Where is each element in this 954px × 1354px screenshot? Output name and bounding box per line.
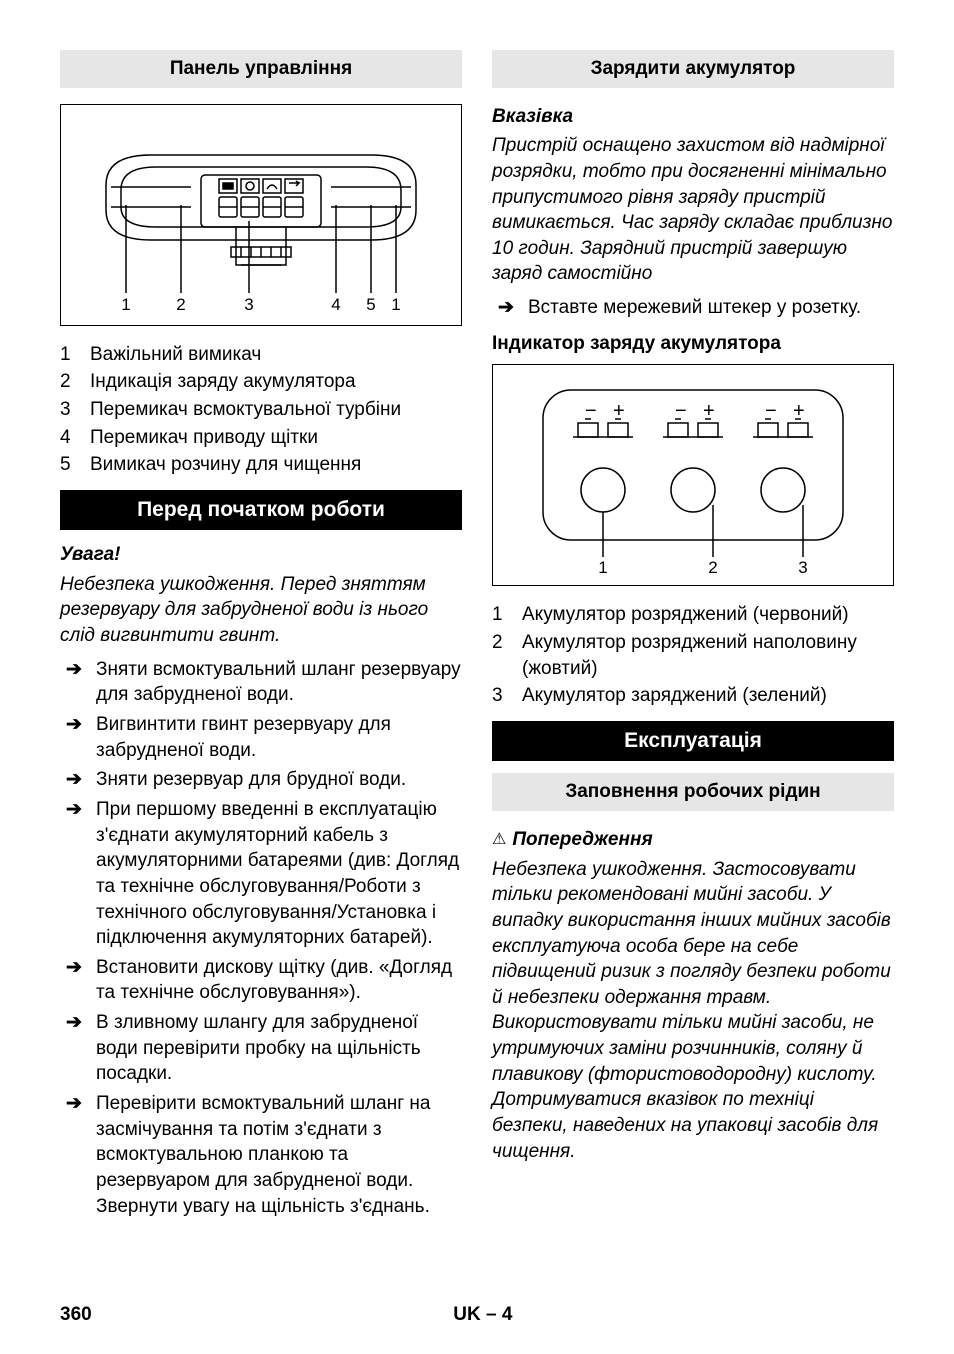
arrow-icon: ➔ [66, 657, 86, 708]
hint-label: Вказівка [492, 104, 894, 130]
warning-icon: ⚠ [492, 829, 506, 851]
legend-item: 2Індикація заряду акумулятора [60, 369, 462, 395]
page-footer: 360 UK – 4 [60, 1302, 894, 1328]
svg-text:3: 3 [798, 558, 807, 575]
svg-text:5: 5 [366, 295, 375, 314]
attention-text: Небезпека ушкодження. Перед зняттям резе… [60, 572, 462, 649]
control-panel-diagram: 1 2 3 4 5 1 [60, 104, 462, 326]
attention-label: Увага! [60, 542, 462, 568]
arrow-icon: ➔ [66, 1010, 86, 1087]
arrow-icon: ➔ [66, 797, 86, 951]
charge-header: Зарядити акумулятор [492, 50, 894, 88]
operation-header: Експлуатація [492, 721, 894, 761]
charge-step: ➔Вставте мережевий штекер у розетку. [492, 295, 894, 321]
legend-item: 2Акумулятор розряджений наполовину (жовт… [492, 630, 894, 681]
indicator-diagram: − + − + − + [492, 364, 894, 586]
arrow-icon: ➔ [66, 955, 86, 1006]
page-number: 360 [60, 1302, 92, 1328]
legend-item: 1Важільний вимикач [60, 342, 462, 368]
arrow-icon: ➔ [66, 1091, 86, 1219]
warning-text: Небезпека ушкодження. Застосовувати тіль… [492, 857, 894, 1165]
hint-text: Пристрій оснащено захистом від надмірної… [492, 133, 894, 287]
control-panel-svg: 1 2 3 4 5 1 [81, 115, 441, 315]
arrow-icon: ➔ [66, 712, 86, 763]
step-item: ➔В зливному шлангу для забрудненої води … [60, 1010, 462, 1087]
step-item: ➔При першому введенні в експлуатацію з'є… [60, 797, 462, 951]
legend-item: 1Акумулятор розряджений (червоний) [492, 602, 894, 628]
before-steps: ➔Зняти всмоктувальний шланг резервуару д… [60, 657, 462, 1219]
panel-header: Панель управління [60, 50, 462, 88]
svg-text:1: 1 [391, 295, 400, 314]
arrow-icon: ➔ [498, 295, 518, 321]
legend-item: 5Вимикач розчину для чищення [60, 452, 462, 478]
warning-label: Попередження [512, 827, 652, 853]
step-item: ➔Перевірити всмоктувальний шланг на засм… [60, 1091, 462, 1219]
indicator-header: Індикатор заряду акумулятора [492, 331, 894, 357]
before-start-header: Перед початком роботи [60, 490, 462, 530]
legend-item: 3Перемикач всмоктувальної турбіни [60, 397, 462, 423]
step-item: ➔Встановити дискову щітку (див. «Догляд … [60, 955, 462, 1006]
legend-item: 4Перемикач приводу щітки [60, 425, 462, 451]
svg-text:2: 2 [708, 558, 717, 575]
indicator-legend: 1Акумулятор розряджений (червоний) 2Акум… [492, 602, 894, 709]
svg-text:2: 2 [176, 295, 185, 314]
indicator-svg: − + − + − + [513, 375, 873, 575]
svg-text:4: 4 [331, 295, 340, 314]
arrow-icon: ➔ [66, 767, 86, 793]
svg-text:1: 1 [598, 558, 607, 575]
page-code: UK – 4 [453, 1302, 512, 1328]
step-item: ➔Вигвинтити гвинт резервуару для забрудн… [60, 712, 462, 763]
step-item: ➔Зняти всмоктувальний шланг резервуару д… [60, 657, 462, 708]
svg-text:3: 3 [244, 295, 253, 314]
panel-legend: 1Важільний вимикач 2Індикація заряду аку… [60, 342, 462, 478]
svg-text:1: 1 [121, 295, 130, 314]
fill-header: Заповнення робочих рідин [492, 773, 894, 811]
legend-item: 3Акумулятор заряджений (зелений) [492, 683, 894, 709]
step-item: ➔Зняти резервуар для брудної води. [60, 767, 462, 793]
